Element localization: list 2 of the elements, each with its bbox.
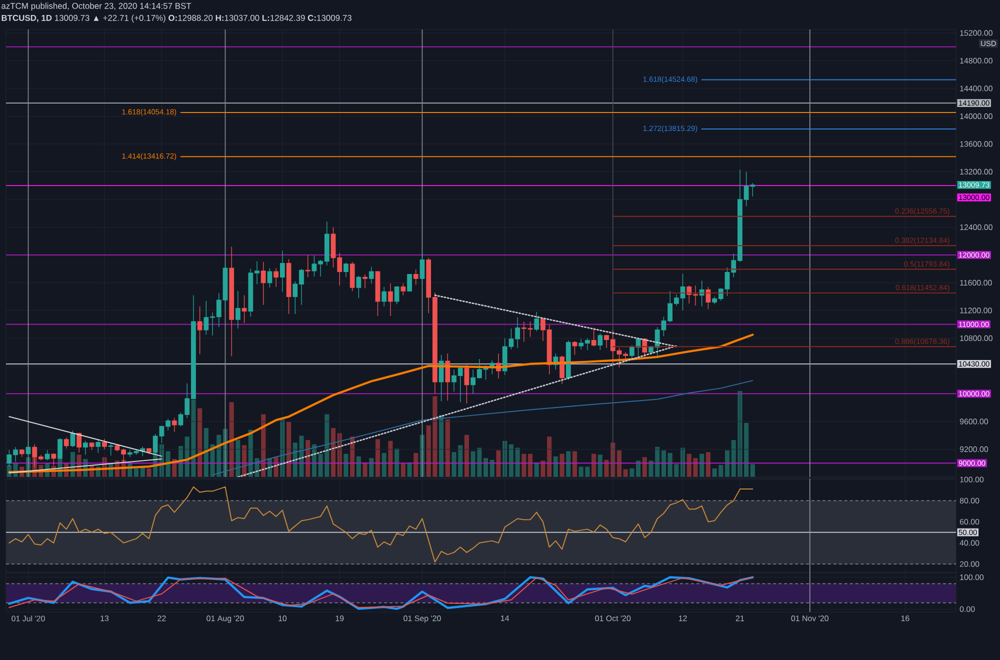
text: BTCUSD, 1D 13009.73 ▲ +22.71 (+0.17%) O:12988.20 H:13037.00 L:12842.39 C:13009.73 [2,14,352,23]
chart-title: azTCM published, October 23, 2020 14:14:57 BST [2,2,192,11]
